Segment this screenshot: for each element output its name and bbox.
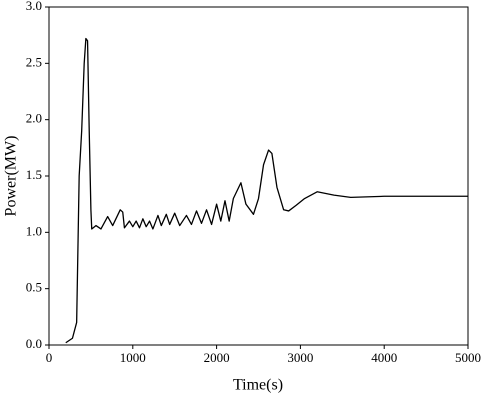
- y-axis-title: Power(MW): [3, 136, 20, 217]
- y-tick-label: 0.5: [26, 280, 42, 295]
- data-line: [65, 37, 468, 344]
- x-tick-label: 0: [46, 350, 53, 365]
- plot-frame: [48, 6, 469, 346]
- x-tick-label: 4000: [371, 350, 397, 365]
- x-tick-label: 1000: [120, 350, 146, 365]
- x-tick-label: 3000: [287, 350, 313, 365]
- y-tick-label: 2.5: [26, 54, 42, 69]
- y-tick-label: 0.0: [26, 336, 42, 351]
- x-axis-title: Time(s): [233, 377, 283, 394]
- y-tick-label: 3.0: [26, 0, 42, 13]
- x-tick-label: 5000: [455, 350, 481, 365]
- y-tick-label: 1.5: [26, 167, 42, 182]
- x-tick-label: 2000: [204, 350, 230, 365]
- y-tick-label: 2.0: [26, 111, 42, 126]
- y-tick-label: 1.0: [26, 223, 42, 238]
